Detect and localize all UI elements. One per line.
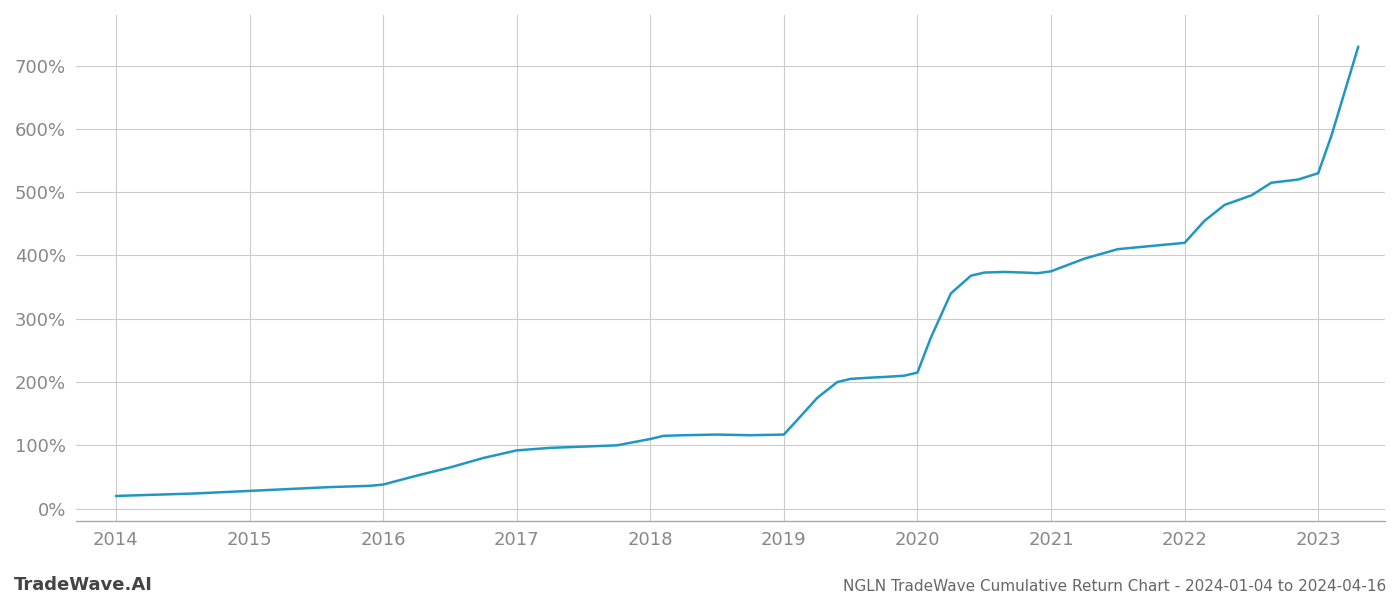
Text: NGLN TradeWave Cumulative Return Chart - 2024-01-04 to 2024-04-16: NGLN TradeWave Cumulative Return Chart -… (843, 579, 1386, 594)
Text: TradeWave.AI: TradeWave.AI (14, 576, 153, 594)
